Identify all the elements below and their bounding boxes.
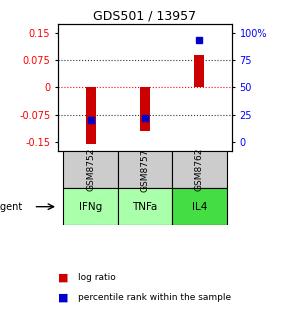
Bar [64, 188, 118, 225]
Bar [195, 54, 204, 87]
Text: TNFa: TNFa [132, 202, 158, 212]
Text: ■: ■ [58, 272, 68, 282]
Bar [140, 87, 150, 131]
Text: GSM8762: GSM8762 [195, 148, 204, 192]
Bar [172, 188, 226, 225]
Text: IL4: IL4 [192, 202, 207, 212]
Text: GSM8752: GSM8752 [86, 148, 95, 192]
Text: percentile rank within the sample: percentile rank within the sample [78, 293, 231, 302]
Bar [118, 151, 172, 188]
Bar [172, 151, 226, 188]
Text: GSM8757: GSM8757 [140, 148, 150, 192]
Bar [86, 87, 95, 144]
Text: IFNg: IFNg [79, 202, 102, 212]
Text: ■: ■ [58, 292, 68, 302]
Text: agent: agent [0, 202, 23, 212]
Title: GDS501 / 13957: GDS501 / 13957 [93, 9, 197, 23]
Bar [118, 188, 172, 225]
Bar [64, 151, 118, 188]
Text: log ratio: log ratio [78, 273, 116, 282]
